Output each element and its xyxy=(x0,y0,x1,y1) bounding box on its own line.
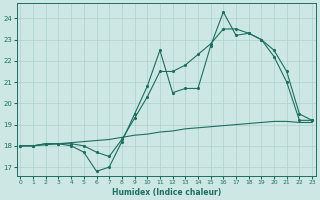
X-axis label: Humidex (Indice chaleur): Humidex (Indice chaleur) xyxy=(112,188,221,197)
